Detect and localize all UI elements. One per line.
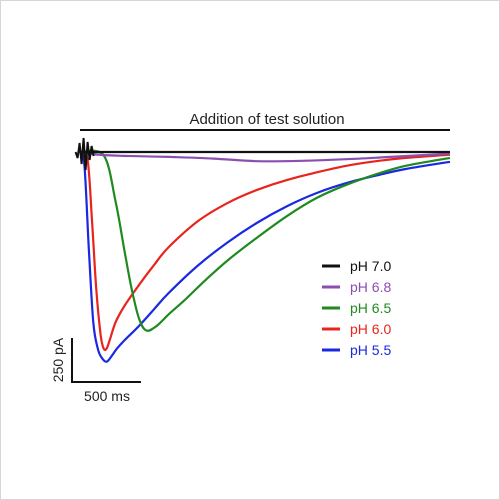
traces	[74, 137, 451, 363]
trace-ph-6-0	[79, 150, 451, 352]
legend-label: pH 7.0	[350, 258, 391, 274]
legend-label: pH 6.8	[350, 279, 391, 295]
trace-ph-6-5	[79, 149, 451, 332]
legend: pH 7.0 pH 6.8 pH 6.5 pH 6.0 pH 5.5	[322, 258, 391, 358]
time-scale-label: 500 ms	[84, 388, 130, 404]
scale-bars: 250 pA 500 ms	[50, 337, 141, 404]
legend-label: pH 6.0	[350, 321, 391, 337]
solution-application-label: Addition of test solution	[189, 111, 344, 128]
legend-label: pH 5.5	[350, 342, 391, 358]
trace-ph-6-8	[79, 150, 451, 163]
legend-label: pH 6.5	[350, 300, 391, 316]
current-scale-label: 250 pA	[50, 337, 66, 382]
stimulus-artifact	[74, 137, 95, 171]
trace-ph-5-5	[78, 151, 451, 363]
